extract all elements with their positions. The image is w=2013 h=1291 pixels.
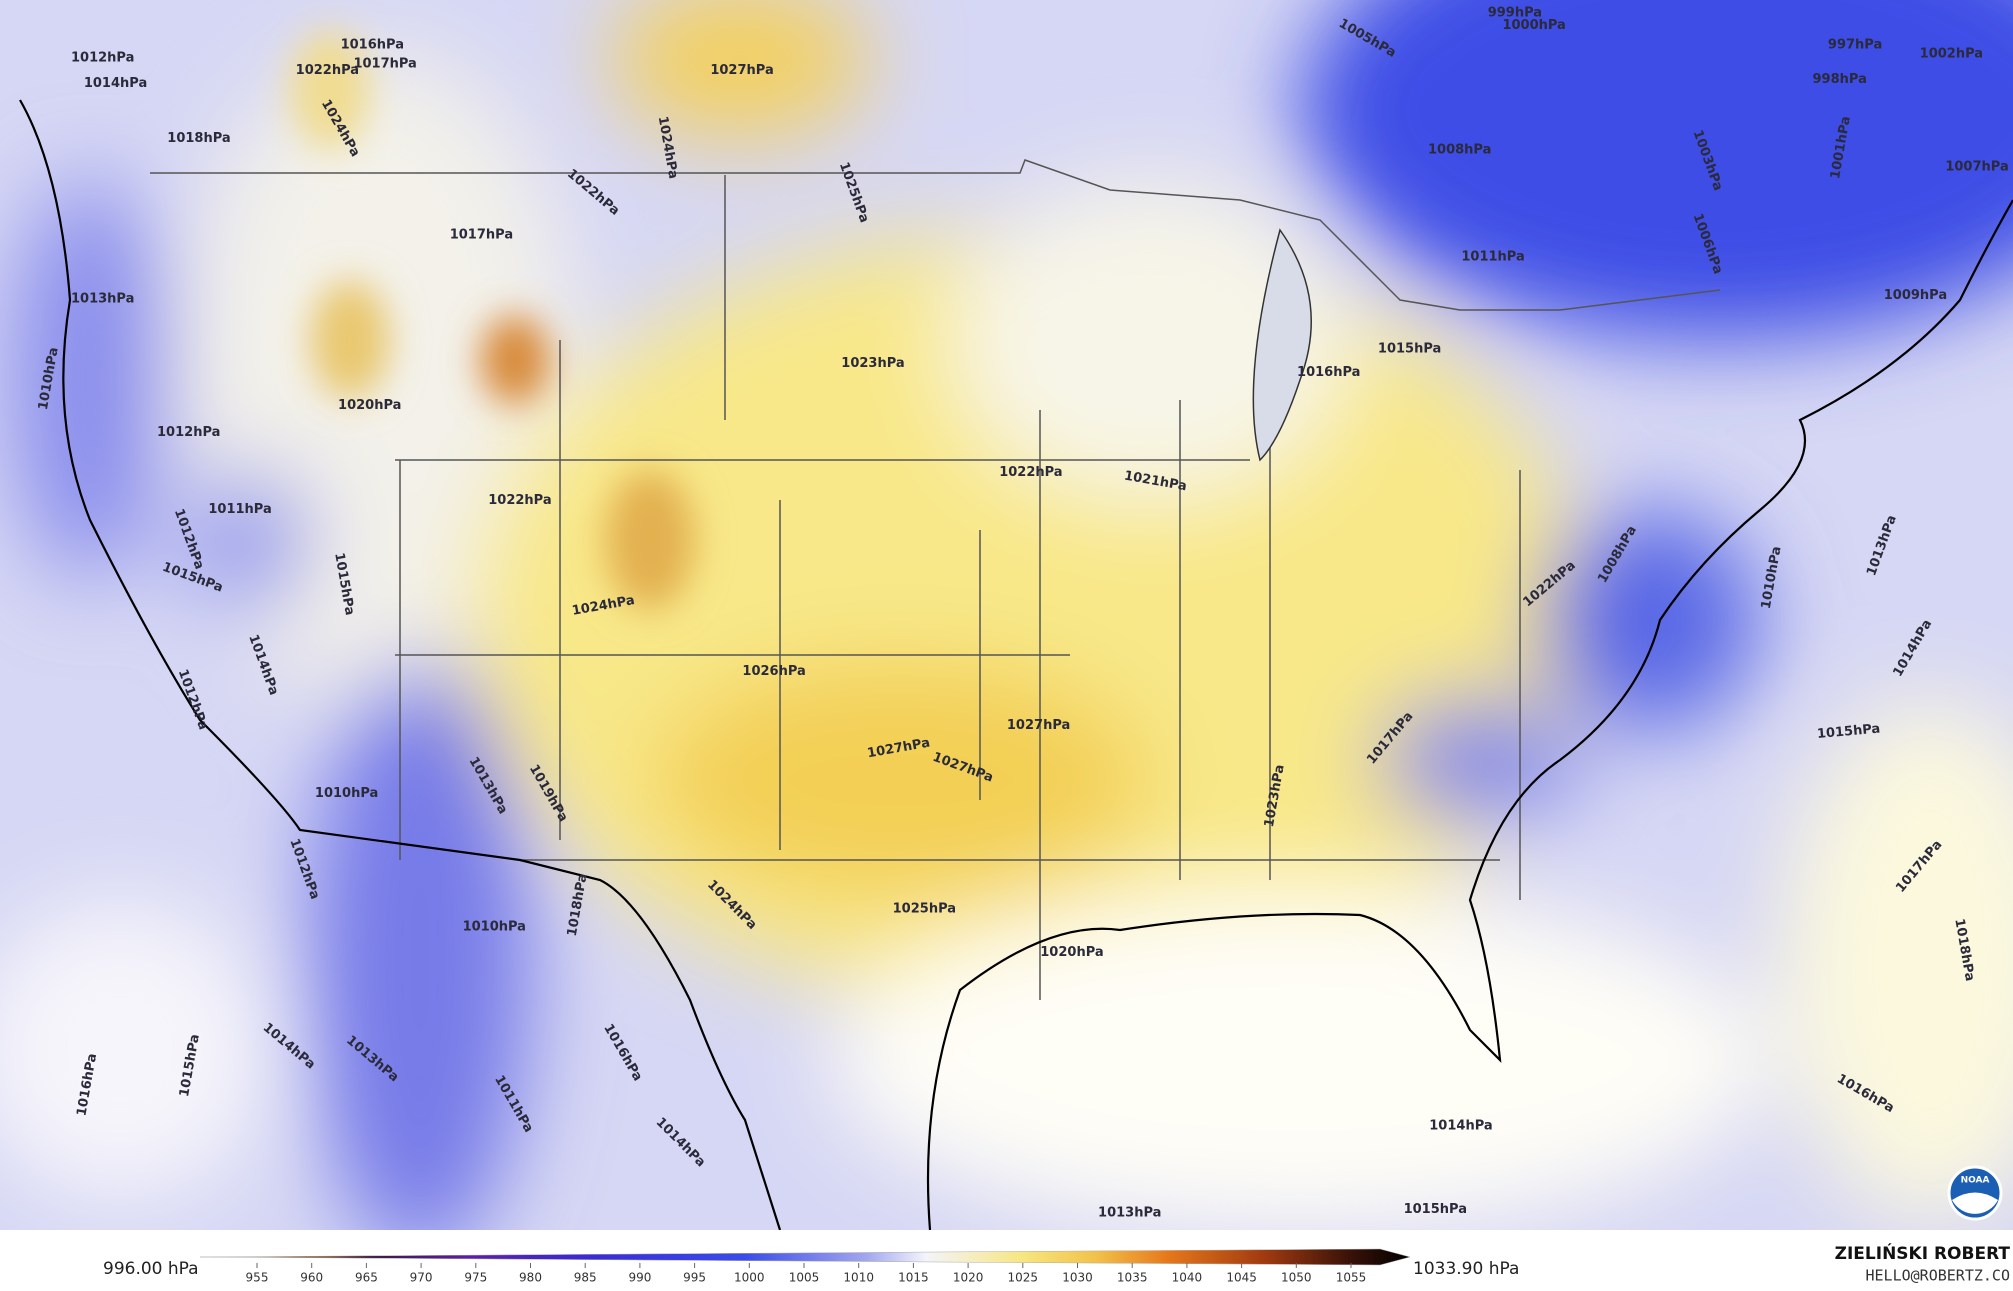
borders [19,99,2013,1231]
isobar-label: 1012hPa [157,425,220,440]
isobar-label: 1025hPa [893,901,956,916]
colorbar-max-label: 1033.90 hPa [1413,1259,1519,1279]
isobar-label: 1010hPa [315,786,378,801]
colorbar-tick-label: 965 [355,1271,378,1285]
isobar-label: 1013hPa [1098,1206,1161,1221]
colorbar-tick-label: 975 [464,1271,487,1285]
colorbar-tick-label: 1005 [789,1271,820,1285]
isobar-label: 999hPa [1488,5,1542,20]
colorbar-tick-label: 995 [683,1271,706,1285]
colorbar-tick-label: 1035 [1117,1271,1148,1285]
isobar-label: 1027hPa [1007,718,1070,733]
isobar-label: 1022hPa [296,63,359,78]
colorbar-tick-label: 980 [519,1271,542,1285]
colorbar-min-label: 996.00 hPa [103,1259,199,1279]
isobar-label: 1014hPa [84,76,147,91]
isobar-label: 1022hPa [999,465,1062,480]
isobar-label: 1018hPa [167,131,230,146]
isobar-label: 998hPa [1813,72,1867,87]
credit-name: ZIELIŃSKI ROBERT [1835,1242,2011,1264]
isobar-label: 1014hPa [1429,1118,1492,1133]
colorbar-tick-label: 1020 [953,1271,984,1285]
isobar-label: 1027hPa [710,63,773,78]
colorbar-tick-label: 1045 [1226,1271,1257,1285]
isobar-label: 1009hPa [1884,288,1947,303]
colorbar-tick-label: 1000 [734,1271,765,1285]
colorbar-tick-label: 1015 [898,1271,929,1285]
colorbar-tick-label: 1040 [1172,1271,1203,1285]
isobar-label: 1013hPa [71,292,134,307]
colorbar-ticks: 955 960 965 970 975 980 985 990 995 1000 1005 1010 1… [246,1263,1367,1285]
isobar-label: 1017hPa [353,57,416,72]
colorbar-tick-label: 1010 [843,1271,874,1285]
isobar-label: 1022hPa [488,493,551,508]
isobar-label: 1016hPa [341,37,404,52]
noaa-logo: NOAA [1947,1165,2003,1221]
logo-text: NOAA [1961,1176,1990,1186]
isobar-label: 1020hPa [1040,945,1103,960]
isobar-label: 1011hPa [1461,249,1524,264]
isobar-label: 1015hPa [1816,722,1880,742]
pressure-field [0,0,2013,1260]
colorbar-tick-label: 1025 [1008,1271,1039,1285]
colorbar-tick-label: 1050 [1281,1271,1312,1285]
colorbar-tick-label: 960 [300,1271,323,1285]
isobar-label: 1010hPa [463,919,526,934]
colorbar-tick-label: 970 [410,1271,433,1285]
colorbar-tick-label: 1030 [1062,1271,1093,1285]
isobar-label: 997hPa [1828,37,1882,52]
colorbar-tick-label: 955 [246,1271,269,1285]
isobar-label: 1017hPa [450,227,513,242]
isobar-label: 1016hPa [1297,365,1360,380]
isobar-label: 1023hPa [841,356,904,371]
isobar-label: 1002hPa [1920,46,1983,61]
isobar-label: 1000hPa [1502,18,1565,33]
colorbar-tick-label: 985 [574,1271,597,1285]
isobar-label: 1026hPa [742,664,805,679]
credit-email: HELLO@ROBERTZ.CO [1866,1267,2011,1285]
isobar-label: 1007hPa [1945,159,2008,174]
isobar-label: 1015hPa [1404,1202,1467,1217]
colorbar-tick-label: 1055 [1336,1271,1367,1285]
isobar-label: 1008hPa [1428,143,1491,158]
isobar-label: 1015hPa [1378,342,1441,357]
isobar-label: 1020hPa [338,398,401,413]
colorbar [199,1248,1411,1266]
isobar-label: 1011hPa [208,502,271,517]
colorbar-tick-label: 990 [628,1271,651,1285]
isobar-label: 1012hPa [71,50,134,65]
